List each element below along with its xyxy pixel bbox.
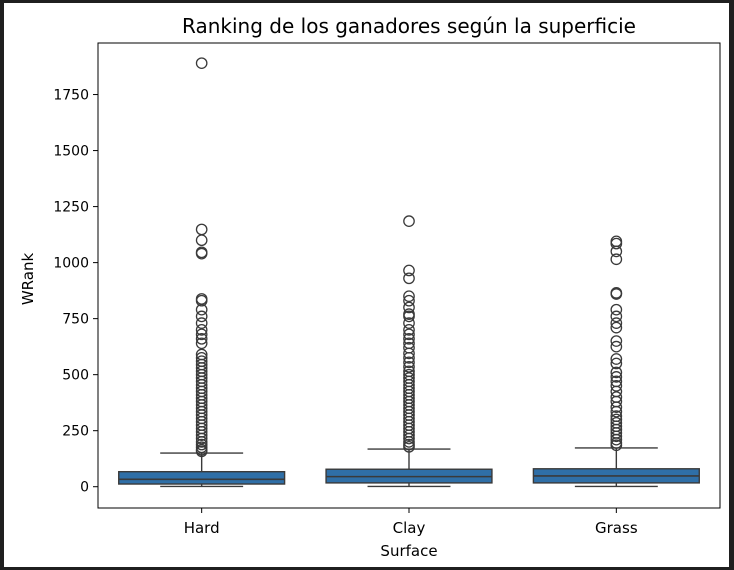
outlier-point [195,445,208,458]
outlier-point [610,430,623,443]
y-tick-label: 1000 [53,256,89,272]
outlier-point [195,323,208,336]
outlier-point [195,303,208,316]
y-tick-label: 1500 [53,144,89,160]
outlier-point [403,436,415,448]
x-tick-label: Hard [184,519,220,537]
outlier-point [195,310,208,323]
outlier-point [403,264,415,277]
outlier-point [610,321,623,334]
outlier-point [610,433,623,446]
y-tick-label: 1750 [53,88,89,104]
outlier-point [195,436,208,448]
outlier-point [610,401,623,414]
outlier-point [610,310,623,323]
outlier-point [610,253,623,266]
y-axis: 0 250 500 750 1000 1250 1500 1750 [53,88,98,496]
outlier-point [610,335,623,347]
outlier-point [195,57,208,70]
chart-title: Ranking de los ganadores según la superf… [182,14,636,38]
y-tick-label: 1250 [53,200,89,216]
outlier-point [610,288,623,300]
x-axis-label: Surface [380,542,437,560]
outlier-point [610,317,623,329]
outlier-point [195,247,208,260]
outlier-point [403,432,415,445]
outlier-point [195,429,208,442]
outlier-point [195,337,208,350]
box-iqr [118,470,286,485]
outlier-point [195,234,208,247]
outlier-point [403,347,415,360]
outlier-point [195,294,208,307]
chart-figure: Ranking de los ganadores según la superf… [4,3,729,567]
outlier-point [195,438,208,451]
outlier-point [195,332,208,345]
y-tick-label: 250 [62,424,89,440]
outlier-point [403,429,415,442]
boxplot-chart: Ranking de los ganadores según la superf… [19,14,721,560]
outlier-point [403,310,415,323]
outlier-point [610,237,623,250]
outlier-point [403,317,415,329]
outlier-point [610,353,623,365]
outlier-point [610,340,623,353]
outlier-point [195,328,208,341]
outlier-point [403,328,415,341]
outlier-point [610,245,623,258]
x-tick-label: Clay [393,519,426,537]
outlier-point [610,380,623,392]
y-axis-label: WRank [19,253,37,306]
outlier-point [403,272,415,285]
outlier-point [610,366,623,379]
outlier-point [195,432,208,445]
outlier-point [403,215,415,228]
y-tick-label: 750 [62,312,89,328]
outlier-point [610,303,623,316]
y-tick-label: 500 [62,368,89,384]
outlier-point [610,371,623,383]
y-tick-label: 0 [80,480,89,496]
outlier-point [403,323,415,336]
outlier-point [403,356,415,369]
outlier-point [403,290,415,303]
outlier-point [610,405,623,418]
box-series [118,57,700,488]
outlier-point [195,223,208,236]
outlier-point [403,360,415,373]
x-tick-label: Grass [595,519,638,537]
outlier-point [610,439,623,452]
outlier-point [403,301,415,314]
outlier-point [610,357,623,370]
x-axis: Hard Clay Grass [184,508,638,537]
outlier-point [403,332,415,345]
outlier-point [403,294,415,307]
outlier-point [403,352,415,364]
outlier-point [403,440,415,453]
outlier-point [610,235,623,248]
outlier-point [195,317,208,329]
